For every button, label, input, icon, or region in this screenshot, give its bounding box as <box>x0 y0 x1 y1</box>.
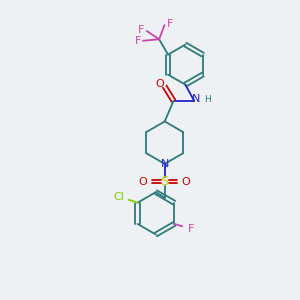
Text: O: O <box>182 176 190 187</box>
Text: F: F <box>188 224 194 234</box>
Text: S: S <box>160 175 169 188</box>
Text: F: F <box>134 36 141 46</box>
Text: F: F <box>138 25 145 34</box>
Text: F: F <box>167 19 173 29</box>
Text: Cl: Cl <box>114 192 125 202</box>
Text: N: N <box>160 159 169 169</box>
Text: O: O <box>138 176 147 187</box>
Text: N: N <box>191 94 200 104</box>
Text: H: H <box>204 95 211 104</box>
Text: O: O <box>155 79 164 89</box>
